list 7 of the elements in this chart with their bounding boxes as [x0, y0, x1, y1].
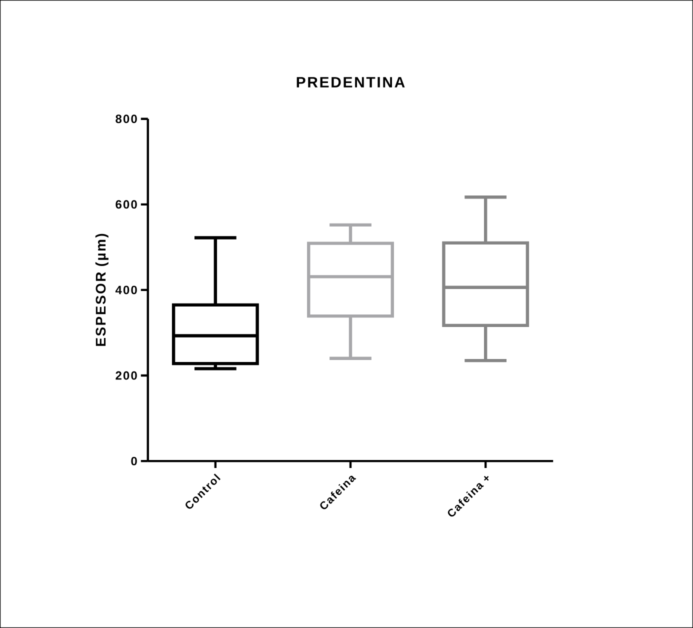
y-tick-label: 0 — [131, 456, 137, 466]
y-tick-label: 400 — [115, 286, 137, 294]
y-tick-label: 600 — [116, 200, 137, 209]
chart-title: PREDENTINA — [296, 77, 405, 88]
y-axis-title: ESPESOR (µm) — [95, 234, 108, 346]
y-tick-label: 200 — [116, 371, 137, 380]
y-tick-label: 800 — [116, 114, 137, 124]
